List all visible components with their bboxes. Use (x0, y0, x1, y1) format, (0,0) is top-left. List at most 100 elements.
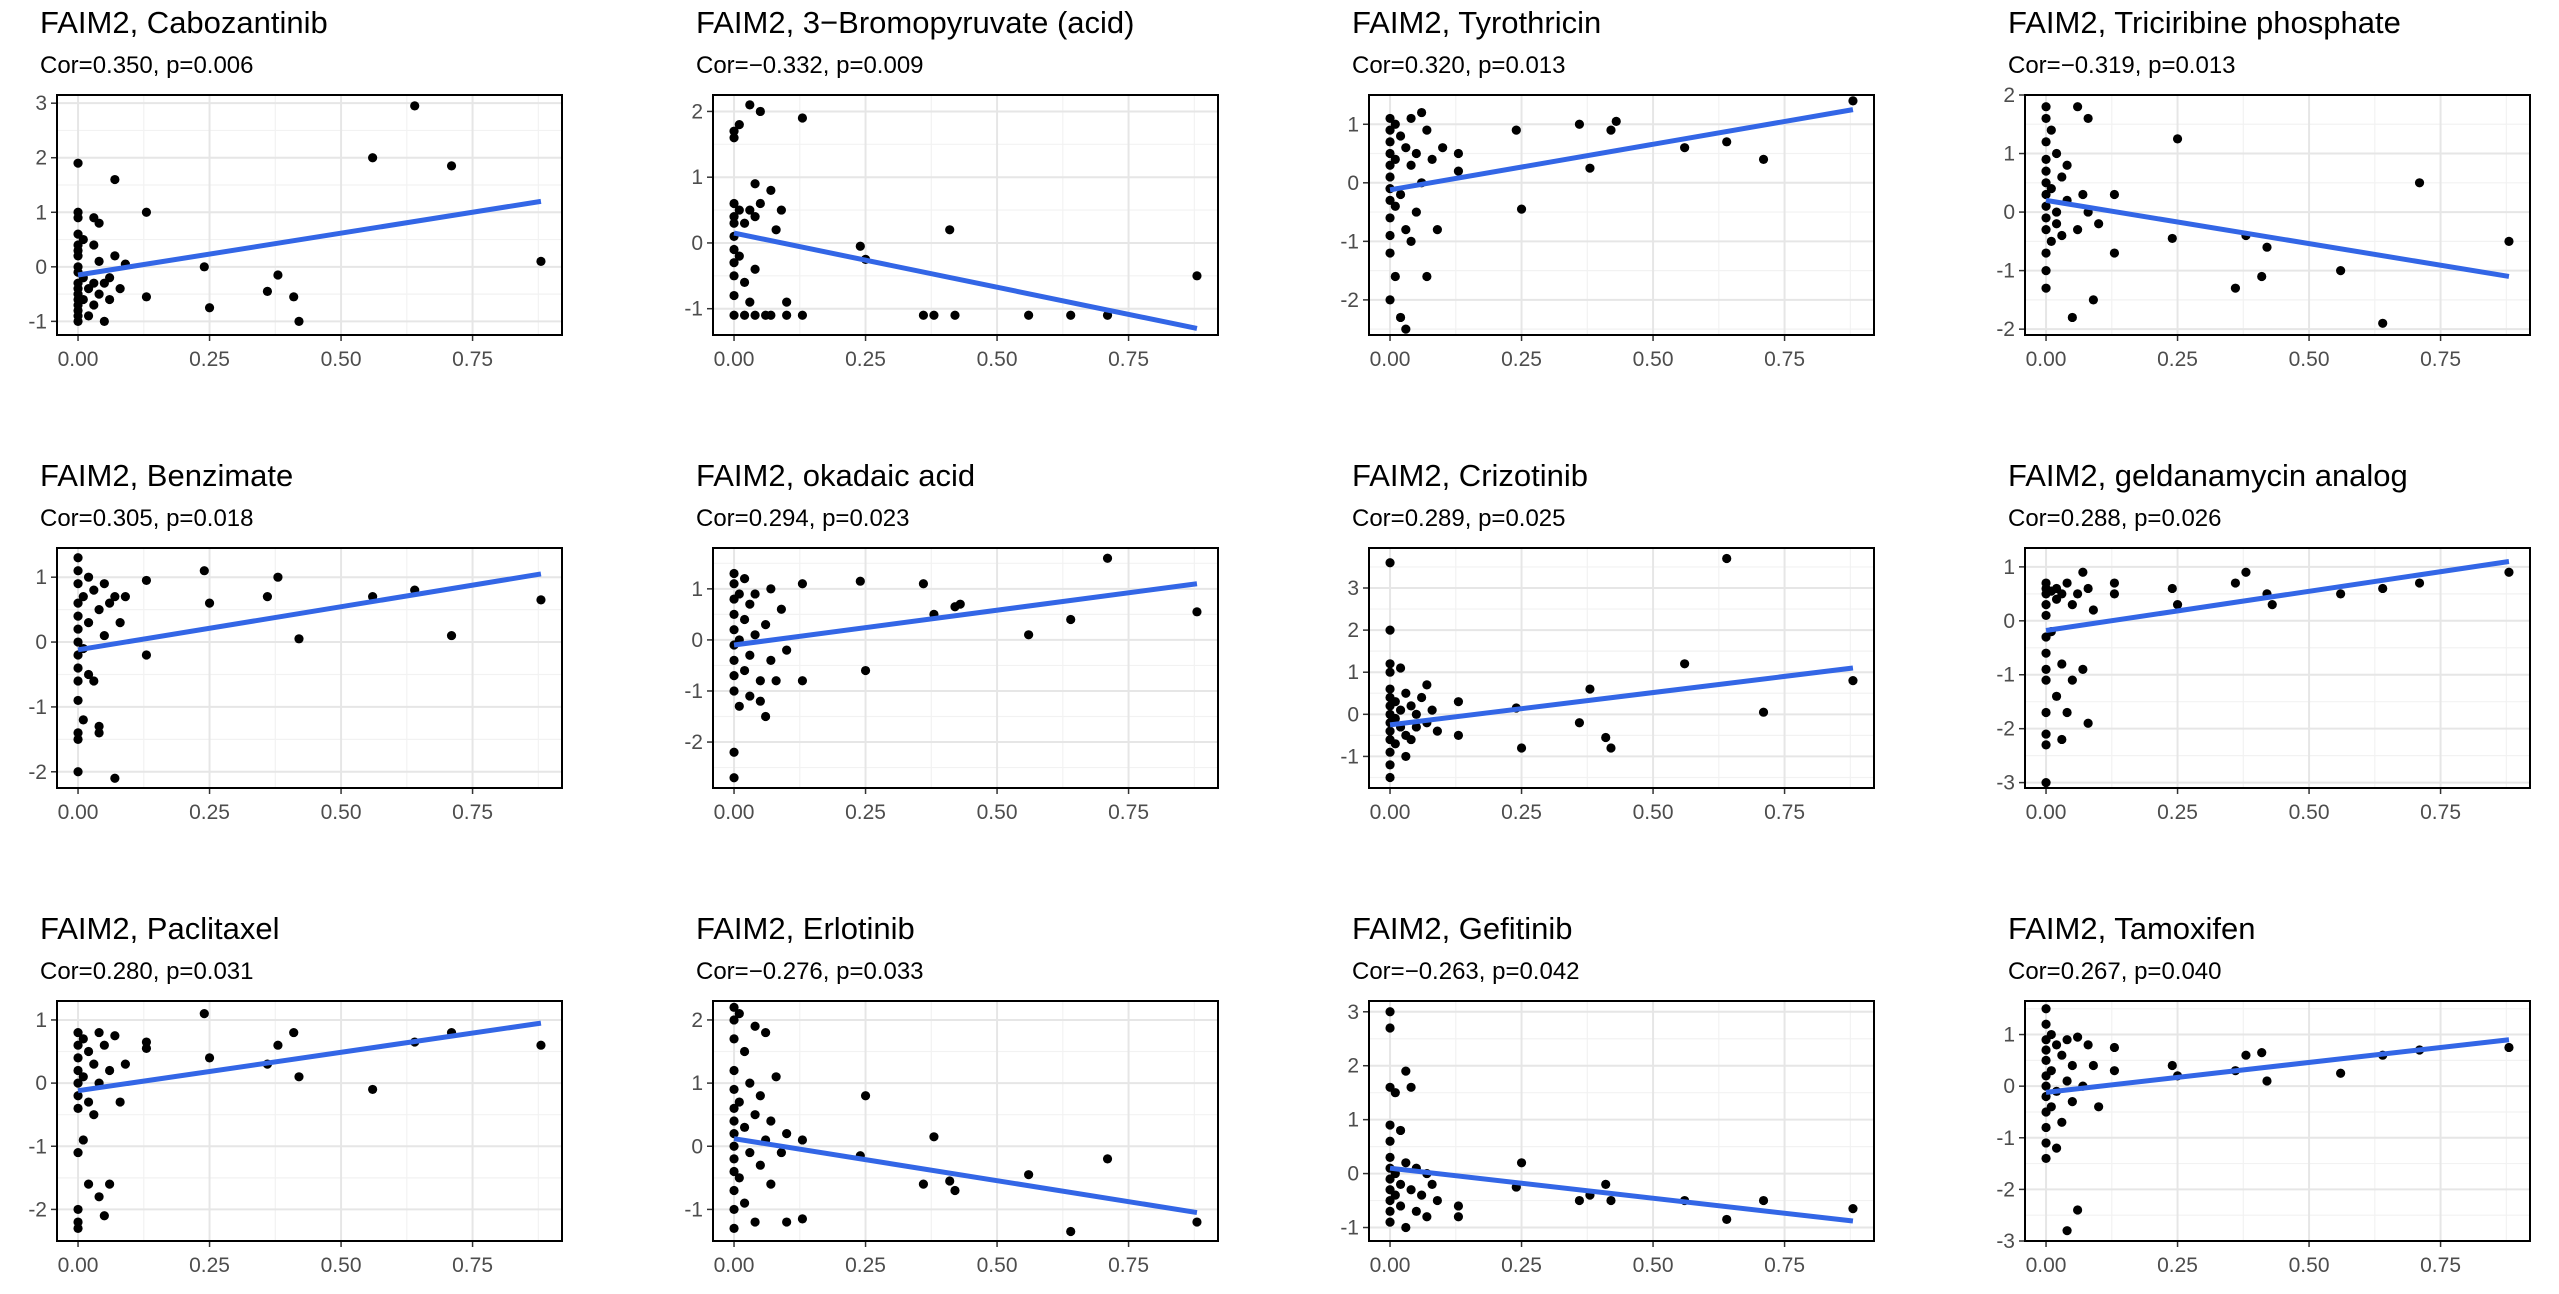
data-point (2083, 718, 2093, 728)
scatter-panel-6: FAIM2, okadaic acid Cor=0.294, p=0.023 0.0… (684, 458, 1219, 824)
data-point (273, 572, 283, 582)
data-point (89, 1110, 99, 1120)
x-tick-label: 0.75 (1108, 1254, 1149, 1277)
data-point (766, 310, 776, 320)
data-point (2109, 248, 2120, 258)
data-point (2083, 1040, 2093, 1050)
y-tick-label: 0 (2003, 1075, 2015, 1098)
panel-border (56, 94, 563, 336)
data-point (1192, 271, 1202, 281)
y-tick-label: 1 (2003, 143, 2015, 166)
data-point (2088, 605, 2098, 615)
data-point (2041, 1081, 2051, 1091)
data-point (73, 1053, 83, 1063)
y-tick-label: -1 (1340, 230, 1359, 253)
x-tick-label: 0.50 (977, 801, 1018, 824)
data-point (73, 579, 83, 589)
data-point (755, 676, 765, 686)
data-point (1574, 1195, 1585, 1206)
x-tick-label: 0.75 (452, 348, 493, 371)
panel-subtitle: Cor=0.305, p=0.018 (40, 505, 254, 532)
regression-line (733, 581, 1198, 648)
data-point (73, 624, 83, 634)
data-point (734, 1009, 744, 1019)
regression-line (2045, 559, 2510, 633)
data-point (1453, 697, 1464, 707)
plot-area (1369, 1001, 1874, 1241)
y-tick-label: 2 (35, 147, 47, 170)
data-point (2257, 271, 2267, 282)
data-point (739, 218, 750, 228)
data-point (1848, 1204, 1858, 1214)
panel-subtitle: Cor=0.320, p=0.013 (1352, 52, 1566, 79)
data-point (729, 1015, 739, 1025)
panel-border (1368, 1000, 1875, 1242)
x-tick-label: 0.00 (58, 1254, 99, 1277)
x-tick-label: 0.75 (2420, 1254, 2461, 1277)
data-point (1427, 705, 1437, 715)
data-point (2230, 283, 2241, 293)
data-point (2414, 178, 2425, 188)
data-point (2067, 312, 2077, 323)
data-point (1758, 154, 1769, 164)
data-point (739, 277, 750, 287)
data-point (2041, 600, 2051, 610)
plot-area (2025, 95, 2530, 335)
data-point (1385, 1007, 1395, 1017)
data-point (73, 767, 83, 777)
data-layer (729, 553, 1202, 783)
data-point (1024, 630, 1034, 640)
data-point (1611, 116, 1621, 126)
data-point (204, 303, 215, 313)
data-point (2062, 160, 2072, 170)
y-tick-label: 1 (2003, 1024, 2015, 1047)
x-tick-label: 0.00 (2026, 1254, 2067, 1277)
data-point (1385, 1217, 1395, 1227)
data-point (89, 585, 99, 595)
data-point (273, 1040, 283, 1050)
panel-border (1368, 547, 1875, 789)
x-tick-label: 0.50 (2289, 1254, 2330, 1277)
data-point (1585, 163, 1595, 173)
data-point (750, 310, 760, 320)
data-point (78, 294, 88, 305)
scatter-panel-12: FAIM2, Tamoxifen Cor=0.267, p=0.040 0.00 0.… (1996, 911, 2531, 1277)
data-point (1395, 705, 1406, 715)
data-point (734, 701, 744, 711)
data-point (2041, 189, 2051, 200)
x-tick-label: 0.25 (1501, 801, 1542, 824)
panel-title: FAIM2, okadaic acid (696, 458, 975, 493)
data-point (204, 1053, 215, 1063)
data-point (1385, 747, 1395, 757)
data-point (1401, 324, 1411, 334)
y-tick-label: -2 (1340, 289, 1359, 312)
panel-border (712, 94, 1219, 336)
y-tick-label: 0 (691, 1135, 703, 1158)
data-point (1395, 1201, 1406, 1211)
data-point (766, 584, 776, 594)
data-point (73, 637, 83, 647)
data-point (1585, 684, 1595, 694)
data-point (1066, 1226, 1076, 1237)
data-point (2109, 589, 2120, 599)
data-point (262, 592, 273, 602)
x-tick-label: 0.50 (1633, 1254, 1674, 1277)
data-point (73, 1078, 83, 1088)
data-point (929, 1132, 939, 1142)
data-point (1395, 312, 1406, 323)
data-point (1401, 1158, 1411, 1168)
y-tick-label: -2 (1996, 1178, 2015, 1201)
x-tick-label: 0.00 (714, 348, 755, 371)
x-tick-label: 0.75 (1764, 801, 1805, 824)
panel-border (712, 1000, 1219, 1242)
data-point (945, 1176, 955, 1186)
data-point (2094, 1102, 2104, 1112)
data-point (1758, 707, 1769, 717)
data-point (1192, 607, 1202, 617)
data-point (2041, 1045, 2051, 1055)
data-point (776, 604, 786, 614)
data-point (141, 650, 152, 660)
data-point (73, 728, 83, 738)
data-point (1606, 1195, 1616, 1206)
data-point (73, 1204, 83, 1215)
